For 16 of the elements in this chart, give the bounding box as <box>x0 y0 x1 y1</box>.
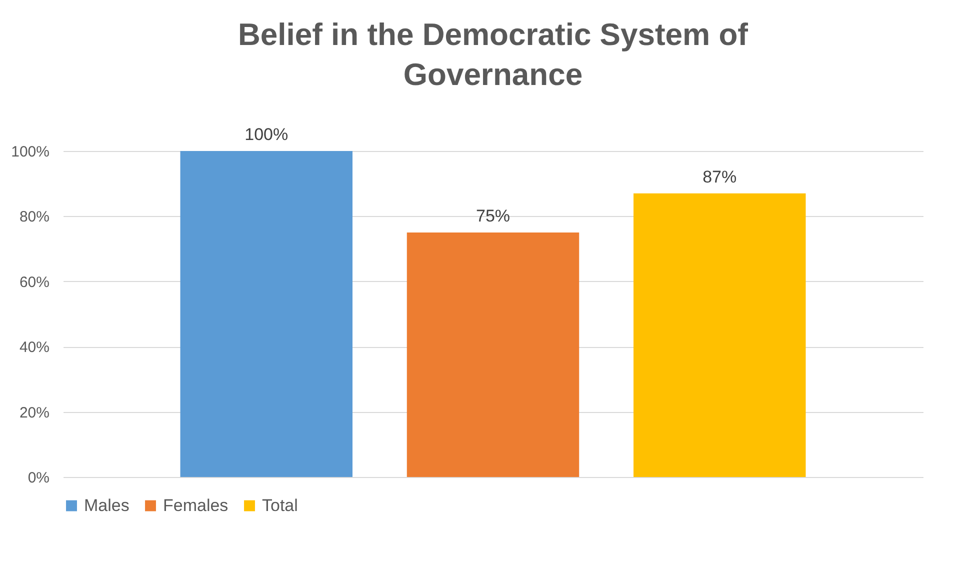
y-tick-label: 40% <box>19 339 50 356</box>
y-tick-label: 60% <box>19 274 50 291</box>
data-label: 100% <box>244 125 288 144</box>
bar <box>634 193 806 477</box>
legend-label: Males <box>84 496 130 515</box>
chart-title: Belief in the Democratic System of Governance <box>238 17 749 92</box>
data-label: 87% <box>702 167 737 186</box>
data-label: 75% <box>476 206 510 226</box>
y-tick-label: 20% <box>19 404 50 422</box>
legend-label: Females <box>163 496 228 515</box>
bar <box>406 232 580 477</box>
y-tick-label: 0% <box>28 470 50 486</box>
legend-label: Total <box>262 496 298 515</box>
y-tick-label: 100% <box>11 144 50 160</box>
bar <box>180 151 352 477</box>
y-tick-label: 80% <box>19 208 50 226</box>
